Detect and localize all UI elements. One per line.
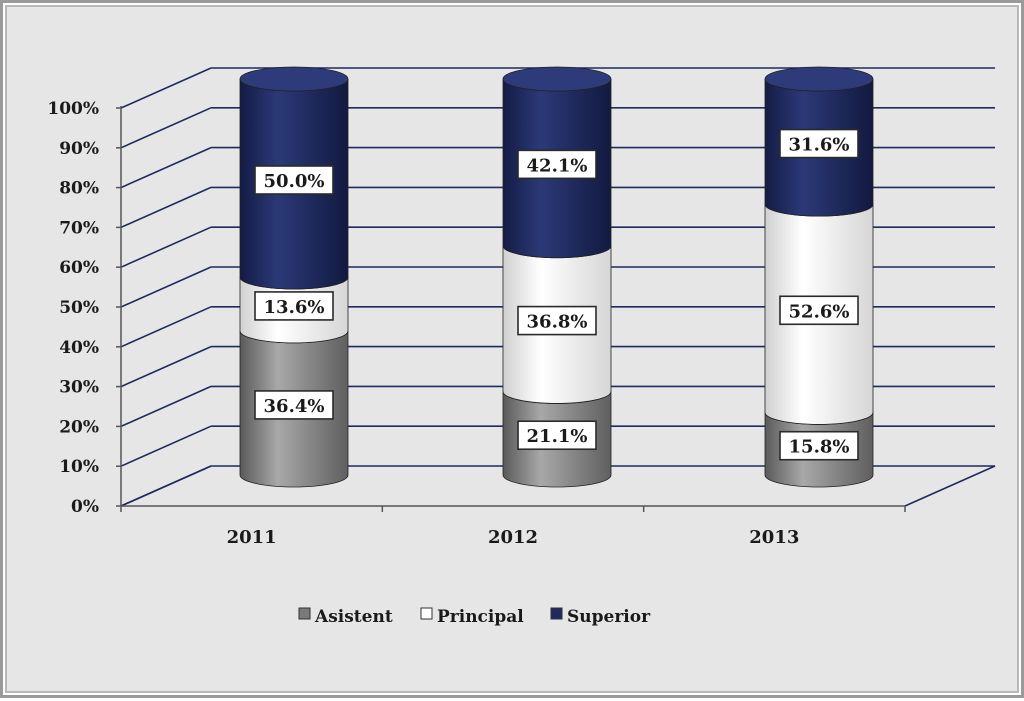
data-labels: 36.4% 13.6% 50.0% 21.1% 36.8% 42.1% 15.8% 52.6%… [254,128,859,461]
data-label-box [517,149,597,180]
cylinder-stacked-bar-chart: 0% 10% 20% 30% 40% 50% 60% 70% 80% 90% 100% 2011 201… [47,66,996,627]
data-label-box [779,295,859,326]
legend-label-superior: Superior [567,607,651,627]
data-label: 50.0% [264,171,325,192]
data-label: 42.1% [527,155,588,176]
y-tick-label: 80% [59,179,99,199]
gridline-side [120,385,212,428]
y-tick-label: 90% [59,139,99,159]
x-tick-label: 2013 [749,527,799,548]
y-tick-label: 70% [59,218,99,238]
gridline-side [120,306,212,348]
bar-top-cap [764,66,874,92]
data-label-box [779,128,859,159]
legend-swatch-principal [420,607,433,620]
data-label-box [254,165,334,195]
y-tick-label: 10% [59,457,99,477]
legend-label-asistent: Asistent [314,607,393,627]
bar-top-cap [239,66,349,92]
data-label: 36.4% [264,396,325,417]
y-tick-label: 30% [59,378,99,398]
data-label: 36.8% [527,312,588,333]
gridline-side [120,345,212,388]
data-label-box [517,420,597,451]
gridline-side [120,146,212,189]
data-label: 31.6% [789,135,850,156]
legend: Asistent Principal Superior [298,607,651,627]
data-label-box [779,430,859,461]
y-tick-label: 50% [59,298,99,318]
bar-top-cap [502,66,612,92]
data-label: 21.1% [527,426,588,447]
y-tick-label: 20% [59,417,99,437]
legend-swatch-asistent [298,607,311,620]
y-tick-label: 40% [59,338,99,358]
gridline-side [120,107,212,149]
legend-swatch-superior [550,607,563,620]
x-tick-label: 2011 [227,527,277,548]
axes: 0% 10% 20% 30% 40% 50% 60% 70% 80% 90% 100% 2011 201… [47,99,906,548]
y-tick-label: 0% [71,497,99,517]
data-label: 13.6% [264,297,325,318]
x-tick-label: 2012 [488,527,538,548]
y-tick-label: 100% [47,99,99,119]
data-label: 52.6% [789,301,850,322]
data-label-box [517,305,597,336]
gridline-side [120,67,212,109]
gridline-side [120,425,212,467]
data-label-box [254,291,334,321]
data-label: 15.8% [789,437,850,458]
legend-label-principal: Principal [437,607,524,627]
gridline-side [120,226,212,268]
data-label-box [254,390,334,420]
gridline-side [120,266,212,308]
gridline-side [120,186,212,229]
y-tick-label: 60% [59,258,99,278]
